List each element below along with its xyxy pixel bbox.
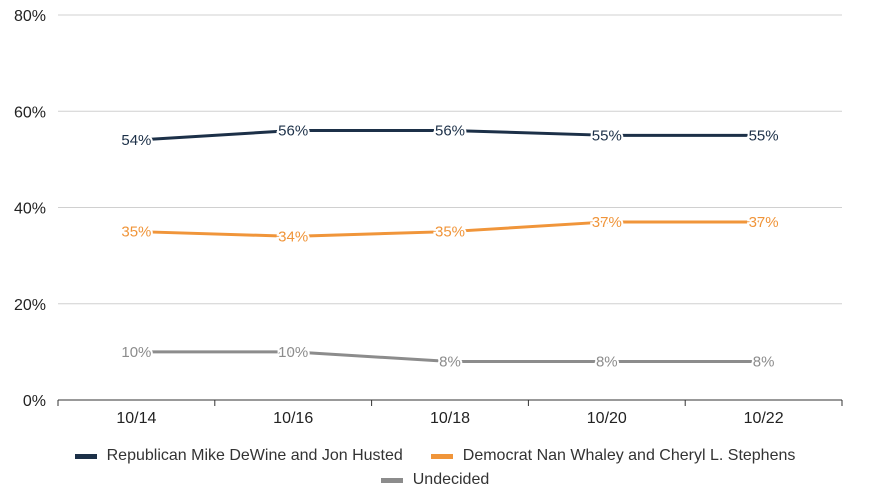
legend-label-republican: Republican Mike DeWine and Jon Husted <box>106 447 403 464</box>
x-tick-label: 10/22 <box>744 410 784 427</box>
x-tick-label: 10/14 <box>116 410 156 427</box>
series-lines <box>136 129 764 363</box>
legend-swatch-democrat <box>430 453 453 459</box>
y-tick-label: 80% <box>14 8 46 25</box>
data-label: 37% <box>749 214 779 231</box>
y-axis: 0% 20% 40% 60% 80% <box>14 8 46 410</box>
legend-swatch-undecided <box>380 477 403 483</box>
legend-label-democrat: Democrat Nan Whaley and Cheryl L. Stephe… <box>462 447 796 464</box>
data-label: 56% <box>435 123 465 140</box>
legend-label-undecided: Undecided <box>412 471 490 488</box>
data-label: 34% <box>278 228 308 245</box>
series-line-0 <box>136 129 764 142</box>
legend-item-democrat: Democrat Nan Whaley and Cheryl L. Stephe… <box>430 447 796 465</box>
legend-item-republican: Republican Mike DeWine and Jon Husted <box>74 447 403 465</box>
legend-item-undecided: Undecided <box>380 471 490 489</box>
data-label: 54% <box>121 132 151 149</box>
data-label: 55% <box>592 127 622 144</box>
x-axis: 10/14 10/16 10/18 10/20 10/22 <box>57 399 843 427</box>
series-line-1 <box>136 220 764 238</box>
x-tick-label: 10/18 <box>430 410 470 427</box>
data-label: 55% <box>749 127 779 144</box>
y-tick-label: 0% <box>23 393 46 410</box>
x-tick-label: 10/20 <box>587 410 627 427</box>
data-label: 10% <box>121 344 151 361</box>
series-line-2 <box>136 350 764 363</box>
line-chart: 0% 20% 40% 60% 80% 10/14 10/16 10/18 10/20 10/22… <box>14 8 843 427</box>
data-label: 8% <box>596 354 618 371</box>
data-label: 56% <box>278 123 308 140</box>
data-labels: 54% 56% 56% 55% 55% 35% 34% 35% 37% 37% 10% 10% 8% 8%… <box>119 121 780 373</box>
legend: Republican Mike DeWine and Jon Husted De… <box>0 444 870 492</box>
data-label: 37% <box>592 214 622 231</box>
legend-row-2: Undecided <box>0 468 870 492</box>
y-tick-label: 40% <box>14 201 46 218</box>
data-label: 8% <box>439 354 461 371</box>
y-tick-label: 20% <box>14 297 46 314</box>
data-label: 35% <box>435 224 465 241</box>
gridlines <box>58 14 842 305</box>
data-label: 35% <box>121 224 151 241</box>
data-label: 10% <box>278 344 308 361</box>
data-label: 8% <box>753 354 775 371</box>
legend-swatch-republican <box>74 453 97 459</box>
y-tick-label: 60% <box>14 104 46 121</box>
x-tick-label: 10/16 <box>273 410 313 427</box>
legend-row-1: Republican Mike DeWine and Jon Husted De… <box>0 444 870 468</box>
